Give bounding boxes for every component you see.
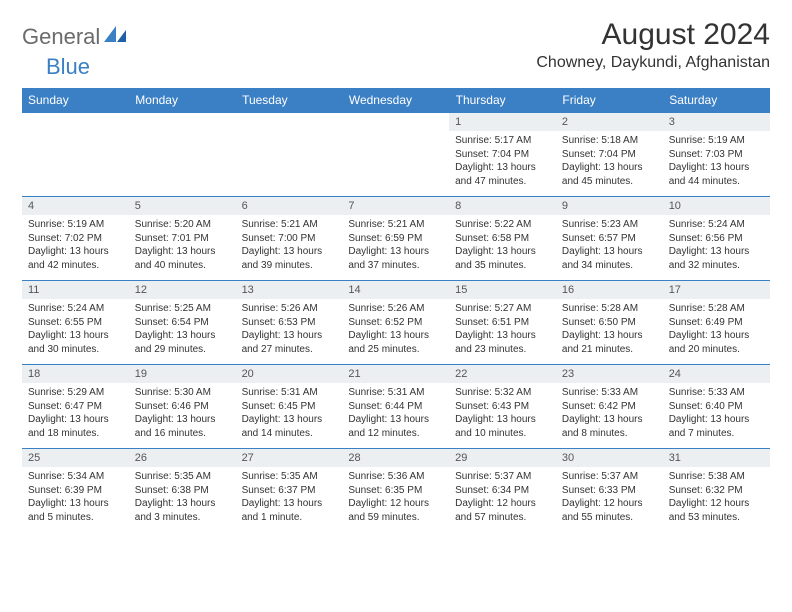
day-number-cell bbox=[342, 113, 449, 132]
weekday-header: Wednesday bbox=[342, 88, 449, 113]
day-number-cell: 12 bbox=[129, 281, 236, 300]
weekday-header: Friday bbox=[556, 88, 663, 113]
day-number-cell: 8 bbox=[449, 197, 556, 216]
month-title: August 2024 bbox=[536, 18, 770, 52]
weekday-header: Sunday bbox=[22, 88, 129, 113]
day-info-cell: Sunrise: 5:35 AMSunset: 6:37 PMDaylight:… bbox=[236, 467, 343, 532]
day-number-cell: 27 bbox=[236, 449, 343, 468]
day-number-cell: 21 bbox=[342, 365, 449, 384]
calendar-page: General August 2024 Chowney, Daykundi, A… bbox=[0, 0, 792, 542]
day-number-cell: 1 bbox=[449, 113, 556, 132]
day-info-cell: Sunrise: 5:23 AMSunset: 6:57 PMDaylight:… bbox=[556, 215, 663, 281]
day-number-cell: 18 bbox=[22, 365, 129, 384]
day-number-cell: 5 bbox=[129, 197, 236, 216]
day-info-cell: Sunrise: 5:26 AMSunset: 6:53 PMDaylight:… bbox=[236, 299, 343, 365]
day-info-cell: Sunrise: 5:19 AMSunset: 7:03 PMDaylight:… bbox=[663, 131, 770, 197]
day-number-cell: 16 bbox=[556, 281, 663, 300]
day-number-cell: 17 bbox=[663, 281, 770, 300]
day-info-cell: Sunrise: 5:28 AMSunset: 6:49 PMDaylight:… bbox=[663, 299, 770, 365]
day-number-cell: 25 bbox=[22, 449, 129, 468]
day-info-row: Sunrise: 5:29 AMSunset: 6:47 PMDaylight:… bbox=[22, 383, 770, 449]
day-number-cell bbox=[129, 113, 236, 132]
day-number-cell: 2 bbox=[556, 113, 663, 132]
day-info-cell bbox=[236, 131, 343, 197]
day-number-cell: 4 bbox=[22, 197, 129, 216]
day-info-cell: Sunrise: 5:33 AMSunset: 6:40 PMDaylight:… bbox=[663, 383, 770, 449]
day-info-cell: Sunrise: 5:30 AMSunset: 6:46 PMDaylight:… bbox=[129, 383, 236, 449]
day-number-cell bbox=[22, 113, 129, 132]
day-number-cell: 7 bbox=[342, 197, 449, 216]
weekday-header: Monday bbox=[129, 88, 236, 113]
weekday-header: Thursday bbox=[449, 88, 556, 113]
day-number-cell: 29 bbox=[449, 449, 556, 468]
weekday-header-row: Sunday Monday Tuesday Wednesday Thursday… bbox=[22, 88, 770, 113]
day-number-cell: 23 bbox=[556, 365, 663, 384]
day-info-row: Sunrise: 5:34 AMSunset: 6:39 PMDaylight:… bbox=[22, 467, 770, 532]
day-number-row: 25262728293031 bbox=[22, 449, 770, 468]
day-info-cell: Sunrise: 5:28 AMSunset: 6:50 PMDaylight:… bbox=[556, 299, 663, 365]
day-info-cell: Sunrise: 5:20 AMSunset: 7:01 PMDaylight:… bbox=[129, 215, 236, 281]
day-number-cell: 13 bbox=[236, 281, 343, 300]
day-info-cell: Sunrise: 5:33 AMSunset: 6:42 PMDaylight:… bbox=[556, 383, 663, 449]
day-info-cell: Sunrise: 5:36 AMSunset: 6:35 PMDaylight:… bbox=[342, 467, 449, 532]
day-info-row: Sunrise: 5:17 AMSunset: 7:04 PMDaylight:… bbox=[22, 131, 770, 197]
day-number-cell: 30 bbox=[556, 449, 663, 468]
day-number-cell bbox=[236, 113, 343, 132]
day-info-cell: Sunrise: 5:31 AMSunset: 6:44 PMDaylight:… bbox=[342, 383, 449, 449]
day-info-cell: Sunrise: 5:19 AMSunset: 7:02 PMDaylight:… bbox=[22, 215, 129, 281]
day-info-cell: Sunrise: 5:26 AMSunset: 6:52 PMDaylight:… bbox=[342, 299, 449, 365]
day-number-row: 45678910 bbox=[22, 197, 770, 216]
logo: General bbox=[22, 24, 128, 50]
day-info-cell: Sunrise: 5:18 AMSunset: 7:04 PMDaylight:… bbox=[556, 131, 663, 197]
day-info-cell: Sunrise: 5:21 AMSunset: 7:00 PMDaylight:… bbox=[236, 215, 343, 281]
day-info-cell: Sunrise: 5:17 AMSunset: 7:04 PMDaylight:… bbox=[449, 131, 556, 197]
day-number-cell: 22 bbox=[449, 365, 556, 384]
day-info-cell: Sunrise: 5:34 AMSunset: 6:39 PMDaylight:… bbox=[22, 467, 129, 532]
day-number-cell: 9 bbox=[556, 197, 663, 216]
day-info-cell: Sunrise: 5:35 AMSunset: 6:38 PMDaylight:… bbox=[129, 467, 236, 532]
day-number-row: 18192021222324 bbox=[22, 365, 770, 384]
day-info-cell bbox=[22, 131, 129, 197]
weekday-header: Tuesday bbox=[236, 88, 343, 113]
day-info-cell: Sunrise: 5:37 AMSunset: 6:33 PMDaylight:… bbox=[556, 467, 663, 532]
weekday-header: Saturday bbox=[663, 88, 770, 113]
day-info-cell: Sunrise: 5:25 AMSunset: 6:54 PMDaylight:… bbox=[129, 299, 236, 365]
day-info-cell bbox=[342, 131, 449, 197]
day-number-cell: 15 bbox=[449, 281, 556, 300]
day-info-cell: Sunrise: 5:24 AMSunset: 6:56 PMDaylight:… bbox=[663, 215, 770, 281]
day-info-cell: Sunrise: 5:22 AMSunset: 6:58 PMDaylight:… bbox=[449, 215, 556, 281]
day-info-cell: Sunrise: 5:38 AMSunset: 6:32 PMDaylight:… bbox=[663, 467, 770, 532]
logo-text-general: General bbox=[22, 24, 100, 50]
day-number-cell: 11 bbox=[22, 281, 129, 300]
day-number-cell: 14 bbox=[342, 281, 449, 300]
day-info-cell: Sunrise: 5:32 AMSunset: 6:43 PMDaylight:… bbox=[449, 383, 556, 449]
logo-sail-icon bbox=[104, 26, 126, 49]
day-number-cell: 20 bbox=[236, 365, 343, 384]
day-number-row: 11121314151617 bbox=[22, 281, 770, 300]
day-number-cell: 19 bbox=[129, 365, 236, 384]
calendar-table: Sunday Monday Tuesday Wednesday Thursday… bbox=[22, 88, 770, 532]
day-number-cell: 26 bbox=[129, 449, 236, 468]
day-number-cell: 31 bbox=[663, 449, 770, 468]
day-info-row: Sunrise: 5:19 AMSunset: 7:02 PMDaylight:… bbox=[22, 215, 770, 281]
day-info-cell bbox=[129, 131, 236, 197]
day-number-row: 123 bbox=[22, 113, 770, 132]
day-info-cell: Sunrise: 5:21 AMSunset: 6:59 PMDaylight:… bbox=[342, 215, 449, 281]
day-info-cell: Sunrise: 5:29 AMSunset: 6:47 PMDaylight:… bbox=[22, 383, 129, 449]
logo-text-blue: Blue bbox=[46, 54, 90, 79]
day-info-row: Sunrise: 5:24 AMSunset: 6:55 PMDaylight:… bbox=[22, 299, 770, 365]
day-number-cell: 3 bbox=[663, 113, 770, 132]
day-number-cell: 6 bbox=[236, 197, 343, 216]
day-info-cell: Sunrise: 5:37 AMSunset: 6:34 PMDaylight:… bbox=[449, 467, 556, 532]
day-info-cell: Sunrise: 5:27 AMSunset: 6:51 PMDaylight:… bbox=[449, 299, 556, 365]
day-number-cell: 24 bbox=[663, 365, 770, 384]
day-number-cell: 28 bbox=[342, 449, 449, 468]
day-number-cell: 10 bbox=[663, 197, 770, 216]
day-info-cell: Sunrise: 5:24 AMSunset: 6:55 PMDaylight:… bbox=[22, 299, 129, 365]
day-info-cell: Sunrise: 5:31 AMSunset: 6:45 PMDaylight:… bbox=[236, 383, 343, 449]
